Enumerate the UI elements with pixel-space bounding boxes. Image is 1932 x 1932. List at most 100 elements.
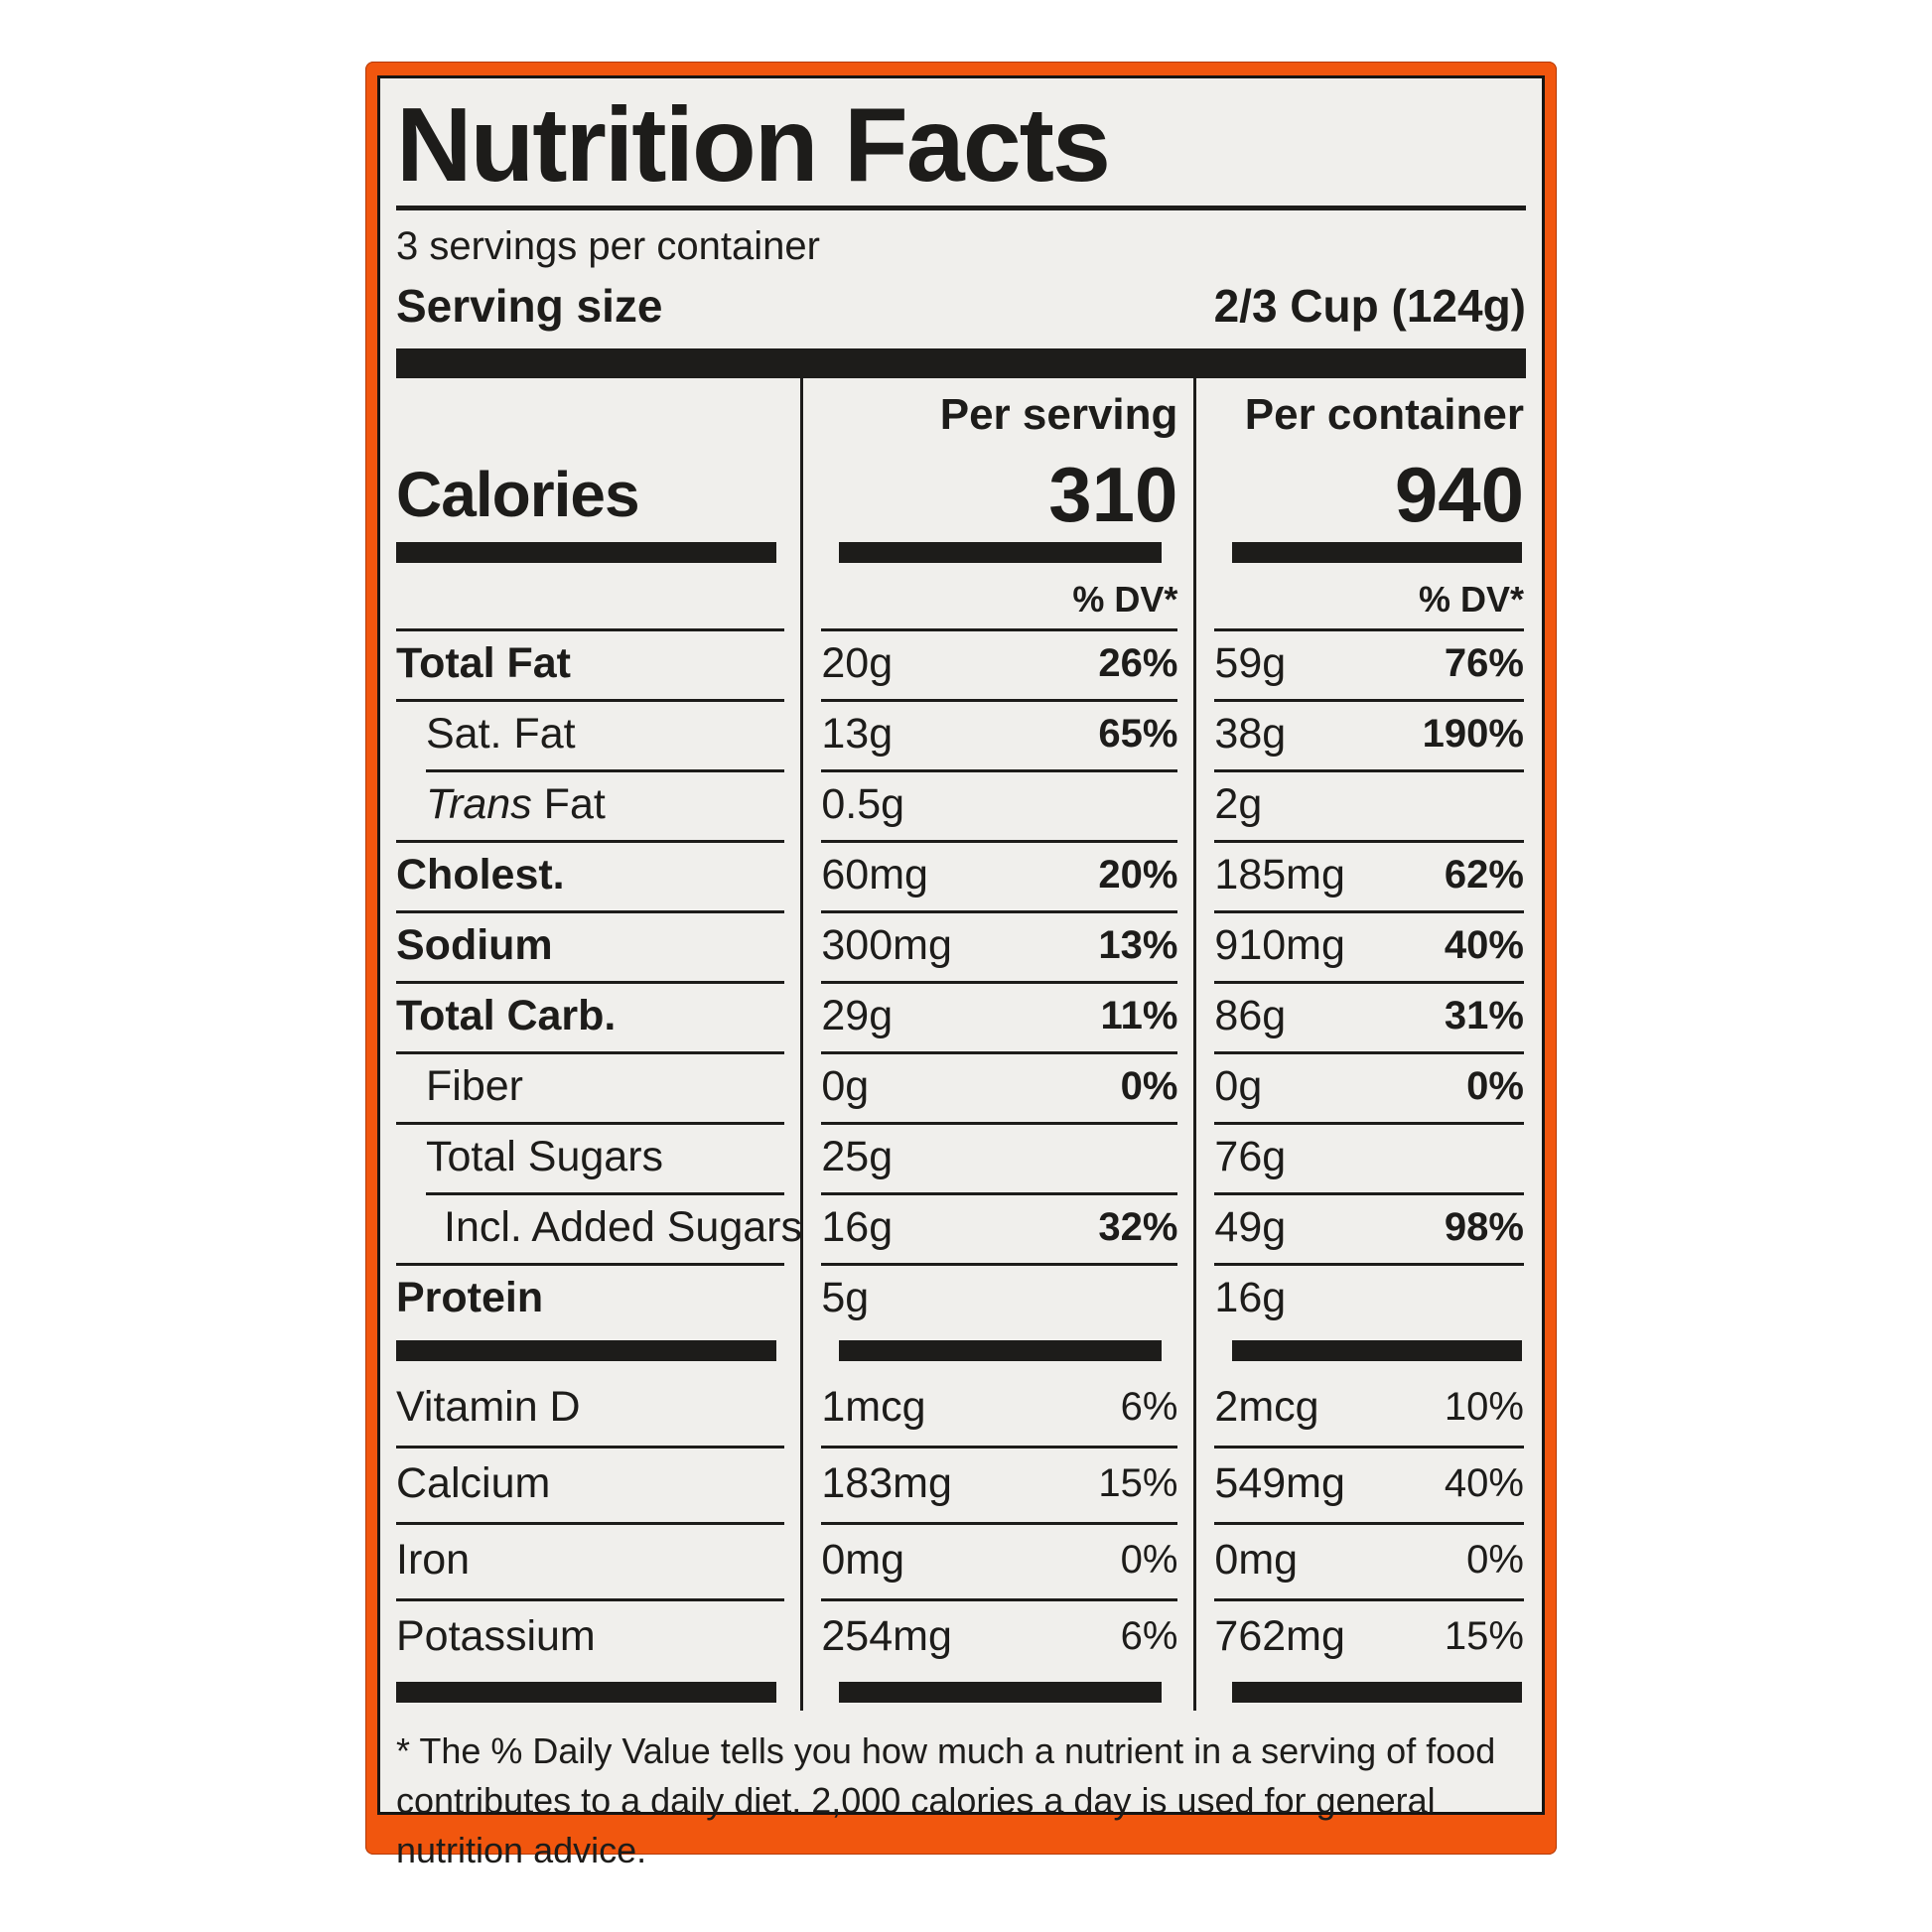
per-serving-amount: 0mg — [821, 1536, 905, 1585]
daily-value-footnote: * The % Daily Value tells you how much a… — [396, 1730, 1496, 1871]
per-container-amount: 2mcg — [1214, 1383, 1319, 1432]
per-serving-dv: 65% — [1098, 712, 1178, 757]
per-container-dv: 40% — [1444, 1461, 1524, 1506]
per-container-dv: 40% — [1444, 923, 1524, 968]
per-container-amount: 762mg — [1214, 1612, 1345, 1661]
per-container-header: Per container — [1244, 390, 1524, 440]
per-container-amount: 49g — [1214, 1203, 1287, 1252]
per-container-amount: 0mg — [1214, 1536, 1299, 1585]
per-container-amount: 86g — [1214, 992, 1287, 1040]
per-container-amount: 0g — [1214, 1062, 1263, 1111]
nutrient-name: Potassium — [396, 1612, 596, 1661]
nutrient-row: Incl. Added Sugars 16g 32% 49g 98% — [396, 1192, 1526, 1264]
nutrition-facts-label: Nutrition Facts 3 servings per container… — [377, 75, 1545, 1870]
per-container-amount: 76g — [1214, 1133, 1287, 1181]
servings-per-container: 3 servings per container — [396, 224, 820, 269]
dv-header-per-container: % DV* — [1418, 579, 1524, 621]
nutrient-name: Cholest. — [396, 851, 565, 899]
divider-bar — [1232, 542, 1522, 564]
nutrient-row: Total Fat 20g 26% 59g 76% — [396, 628, 1526, 700]
per-serving-amount: 13g — [821, 710, 894, 759]
per-container-dv: 76% — [1444, 641, 1524, 686]
per-serving-amount: 183mg — [821, 1459, 952, 1508]
serving-size-label: Serving size — [396, 280, 663, 333]
per-container-dv: 0% — [1466, 1064, 1524, 1109]
nutrient-name: Vitamin D — [396, 1383, 581, 1432]
per-serving-dv: 15% — [1098, 1461, 1178, 1506]
vitamin-rows-section: Vitamin D 1mcg 6% 2mcg 10% Calcium 183mg 15% 549… — [396, 1369, 1526, 1676]
per-serving-dv: 0% — [1120, 1064, 1178, 1109]
per-serving-amount: 5g — [821, 1274, 870, 1322]
per-serving-amount: 300mg — [821, 921, 952, 970]
per-serving-dv: 26% — [1098, 641, 1178, 686]
nutrient-name: Total Fat — [396, 639, 571, 688]
divider-bar — [839, 1682, 1163, 1704]
per-container-amount: 59g — [1214, 639, 1287, 688]
nutrient-name: Iron — [396, 1536, 471, 1585]
per-container-dv: 62% — [1444, 853, 1524, 897]
nutrient-name: Calcium — [396, 1459, 551, 1508]
serving-size-row: Serving size 2/3 Cup (124g) — [396, 279, 1526, 333]
nutrient-name: Fiber — [426, 1062, 523, 1111]
nutrient-row: Trans Fat 0.5g 2g — [396, 769, 1526, 841]
divider-bar — [396, 1682, 777, 1704]
per-container-amount: 910mg — [1214, 921, 1345, 970]
vitamin-row: Vitamin D 1mcg 6% 2mcg 10% — [396, 1369, 1526, 1447]
nutrient-row: Cholest. 60mg 20% 185mg 62% — [396, 840, 1526, 911]
nutrient-name: Total Sugars — [426, 1133, 664, 1181]
per-container-amount: 38g — [1214, 710, 1287, 759]
section-divider-bar-row — [396, 535, 1526, 572]
nutrient-rows-section: Total Fat 20g 26% 59g 76% Sat. Fat 13g 65% 38g 19… — [396, 628, 1526, 1334]
per-container-amount: 16g — [1214, 1274, 1287, 1322]
per-serving-dv: 6% — [1120, 1614, 1178, 1659]
per-serving-header: Per serving — [939, 390, 1178, 440]
nutrient-row: Protein 5g 16g — [396, 1263, 1526, 1334]
per-container-dv: 15% — [1444, 1614, 1524, 1659]
calories-per-serving: 310 — [1048, 451, 1178, 539]
title-divider — [396, 206, 1526, 211]
per-serving-dv: 0% — [1120, 1538, 1178, 1583]
per-serving-amount: 1mcg — [821, 1383, 926, 1432]
per-container-amount: 2g — [1214, 780, 1263, 829]
nutrient-name: Sat. Fat — [426, 710, 576, 759]
section-divider-bar-thick — [396, 348, 1526, 379]
per-container-amount: 185mg — [1214, 851, 1345, 899]
per-serving-dv: 32% — [1098, 1205, 1178, 1250]
nutrient-row: Sat. Fat 13g 65% 38g 190% — [396, 699, 1526, 770]
vitamin-row: Potassium 254mg 6% 762mg 15% — [396, 1598, 1526, 1676]
section-divider-bar-row — [396, 1333, 1526, 1370]
divider-bar — [839, 542, 1163, 564]
nutrient-row: Total Carb. 29g 11% 86g 31% — [396, 981, 1526, 1052]
per-serving-amount: 0g — [821, 1062, 870, 1111]
label-title: Nutrition Facts — [396, 86, 1111, 204]
column-header-row: Per serving Per container — [396, 378, 1526, 441]
per-container-dv: 0% — [1466, 1538, 1524, 1583]
calories-row: Calories 310 940 — [396, 438, 1526, 539]
divider-bar — [396, 1340, 777, 1362]
nutrient-row: Total Sugars 25g 76g — [396, 1122, 1526, 1193]
per-serving-amount: 29g — [821, 992, 894, 1040]
product-packaging-panel: Nutrition Facts 3 servings per container… — [365, 62, 1557, 1870]
per-serving-amount: 0.5g — [821, 780, 905, 829]
divider-bar — [1232, 1682, 1522, 1704]
section-divider-bar-row — [396, 1675, 1526, 1712]
per-container-dv: 98% — [1444, 1205, 1524, 1250]
nutrient-name: Trans Fat — [426, 780, 606, 829]
per-serving-dv: 20% — [1098, 853, 1178, 897]
per-container-amount: 549mg — [1214, 1459, 1345, 1508]
per-container-dv: 190% — [1422, 712, 1524, 757]
nutrient-name: Sodium — [396, 921, 553, 970]
daily-value-header-row: % DV* % DV* — [396, 571, 1526, 629]
per-container-dv: 31% — [1444, 994, 1524, 1038]
nutrient-name: Incl. Added Sugars — [444, 1203, 802, 1252]
nutrient-row: Sodium 300mg 13% 910mg 40% — [396, 910, 1526, 982]
calories-label: Calories — [396, 459, 640, 531]
divider-bar — [396, 542, 777, 564]
per-serving-amount: 20g — [821, 639, 894, 688]
divider-bar — [839, 1340, 1163, 1362]
serving-size-value: 2/3 Cup (124g) — [1213, 280, 1526, 333]
per-container-dv: 10% — [1444, 1385, 1524, 1430]
nutrient-name: Protein — [396, 1274, 544, 1322]
per-serving-dv: 13% — [1098, 923, 1178, 968]
